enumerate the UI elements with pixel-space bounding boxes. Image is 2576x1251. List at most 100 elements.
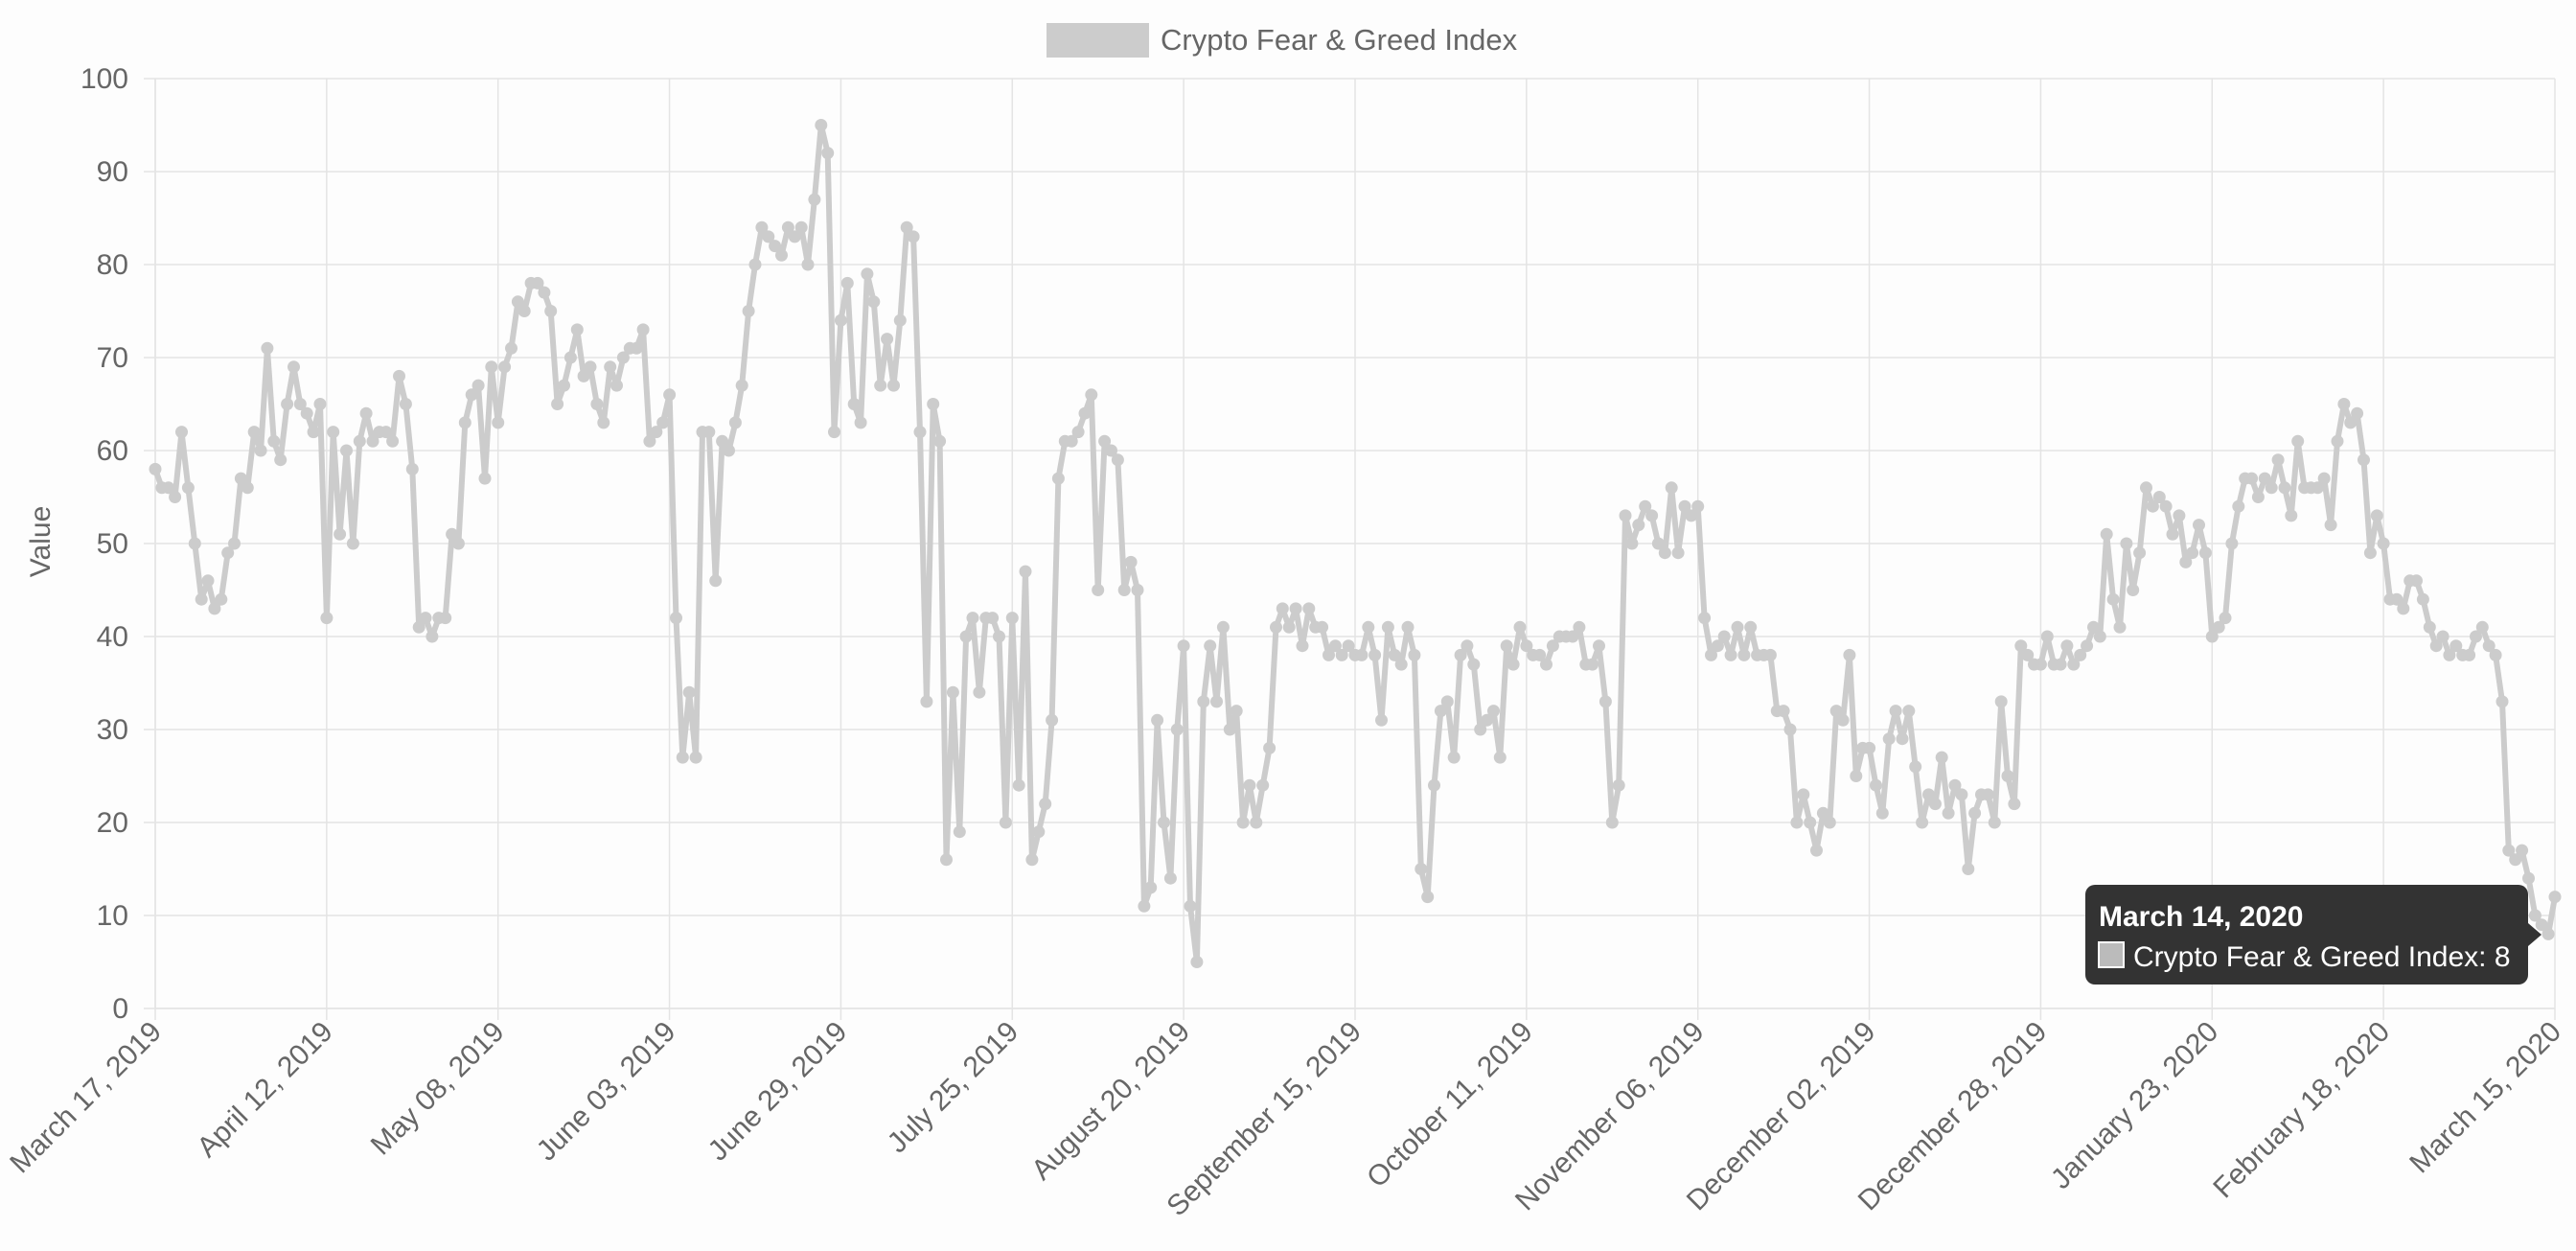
data-point[interactable] [1368, 648, 1382, 661]
data-point[interactable] [2127, 584, 2140, 596]
data-point[interactable] [1270, 620, 1282, 634]
data-point[interactable] [946, 685, 959, 699]
data-point[interactable] [808, 193, 821, 206]
data-point[interactable] [247, 426, 261, 439]
data-point[interactable] [1263, 741, 1276, 754]
data-point[interactable] [630, 341, 643, 355]
data-point[interactable] [1513, 620, 1527, 634]
data-point[interactable] [1342, 639, 1355, 653]
data-point[interactable] [834, 313, 847, 327]
data-point[interactable] [1012, 778, 1025, 792]
data-point[interactable] [551, 398, 564, 410]
data-point[interactable] [2008, 798, 2021, 811]
data-point[interactable] [1658, 546, 1671, 560]
data-point[interactable] [2054, 658, 2067, 671]
data-point[interactable] [815, 119, 828, 131]
data-point[interactable] [1533, 648, 1547, 661]
data-point[interactable] [300, 406, 313, 420]
data-point[interactable] [1598, 695, 1612, 708]
data-point[interactable] [274, 453, 288, 467]
data-point[interactable] [1487, 705, 1500, 718]
data-point[interactable] [234, 472, 247, 485]
data-point[interactable] [993, 630, 1005, 643]
data-point[interactable] [188, 537, 201, 550]
data-point[interactable] [1705, 648, 1717, 661]
data-point[interactable] [2100, 527, 2113, 541]
data-point[interactable] [1882, 732, 1896, 746]
data-point[interactable] [570, 323, 584, 336]
data-point[interactable] [781, 220, 794, 234]
data-point[interactable] [1922, 788, 1935, 801]
data-point[interactable] [1671, 546, 1685, 560]
data-point[interactable] [261, 341, 274, 355]
data-point[interactable] [2416, 592, 2429, 606]
data-point[interactable] [1875, 806, 1889, 820]
data-point[interactable] [643, 434, 656, 448]
data-point[interactable] [1994, 695, 2008, 708]
data-point[interactable] [1210, 695, 1223, 708]
data-point[interactable] [451, 537, 465, 550]
data-point[interactable] [755, 220, 769, 234]
data-point[interactable] [828, 426, 840, 439]
data-point[interactable] [2516, 844, 2529, 857]
data-point[interactable] [293, 398, 307, 410]
data-point[interactable] [1065, 434, 1078, 448]
data-point[interactable] [1428, 778, 1440, 792]
data-point[interactable] [1665, 481, 1678, 495]
data-point[interactable] [1394, 658, 1408, 671]
data-point[interactable] [1896, 732, 1909, 746]
data-point[interactable] [1816, 806, 1829, 820]
data-point[interactable] [2087, 620, 2100, 634]
data-point[interactable] [1039, 798, 1052, 811]
data-point[interactable] [564, 351, 577, 364]
data-point[interactable] [748, 258, 762, 271]
data-point[interactable] [2193, 519, 2205, 532]
data-point[interactable] [610, 379, 623, 392]
data-point[interactable] [1783, 723, 1797, 736]
data-point[interactable] [2489, 648, 2502, 661]
data-point[interactable] [2133, 546, 2147, 560]
data-point[interactable] [1988, 816, 2001, 829]
data-point[interactable] [709, 574, 723, 588]
data-point[interactable] [2450, 639, 2463, 653]
data-point[interactable] [1117, 584, 1131, 596]
data-point[interactable] [2271, 453, 2285, 467]
data-point[interactable] [1586, 658, 1599, 671]
data-point[interactable] [1302, 602, 1316, 615]
data-point[interactable] [1434, 705, 1447, 718]
data-point[interactable] [907, 230, 920, 243]
data-point[interactable] [2377, 537, 2390, 550]
data-point[interactable] [986, 612, 1000, 625]
data-point[interactable] [353, 434, 366, 448]
data-point[interactable] [1454, 648, 1467, 661]
data-point[interactable] [149, 462, 162, 475]
data-point[interactable] [867, 295, 881, 309]
data-point[interactable] [682, 685, 696, 699]
data-point[interactable] [1124, 555, 1138, 568]
data-point[interactable] [2470, 630, 2482, 643]
data-point[interactable] [2014, 639, 2028, 653]
data-point[interactable] [959, 630, 973, 643]
data-point[interactable] [1111, 453, 1124, 467]
data-point[interactable] [2106, 592, 2120, 606]
data-point[interactable] [346, 537, 359, 550]
data-point[interactable] [742, 305, 755, 317]
data-point[interactable] [544, 305, 558, 317]
data-point[interactable] [2496, 695, 2509, 708]
data-point[interactable] [663, 388, 677, 402]
data-point[interactable] [2198, 546, 2212, 560]
data-point[interactable] [2186, 546, 2199, 560]
data-point[interactable] [2423, 620, 2436, 634]
data-point[interactable] [366, 434, 380, 448]
data-point[interactable] [1019, 565, 1032, 578]
data-point[interactable] [1051, 472, 1065, 485]
data-point[interactable] [446, 527, 459, 541]
data-point[interactable] [1481, 713, 1494, 727]
data-point[interactable] [1619, 509, 1632, 522]
data-point[interactable] [2351, 406, 2364, 420]
data-point[interactable] [1493, 751, 1506, 764]
data-point[interactable] [465, 388, 478, 402]
data-point[interactable] [254, 444, 267, 457]
data-point[interactable] [847, 398, 861, 410]
data-point[interactable] [2528, 909, 2542, 922]
